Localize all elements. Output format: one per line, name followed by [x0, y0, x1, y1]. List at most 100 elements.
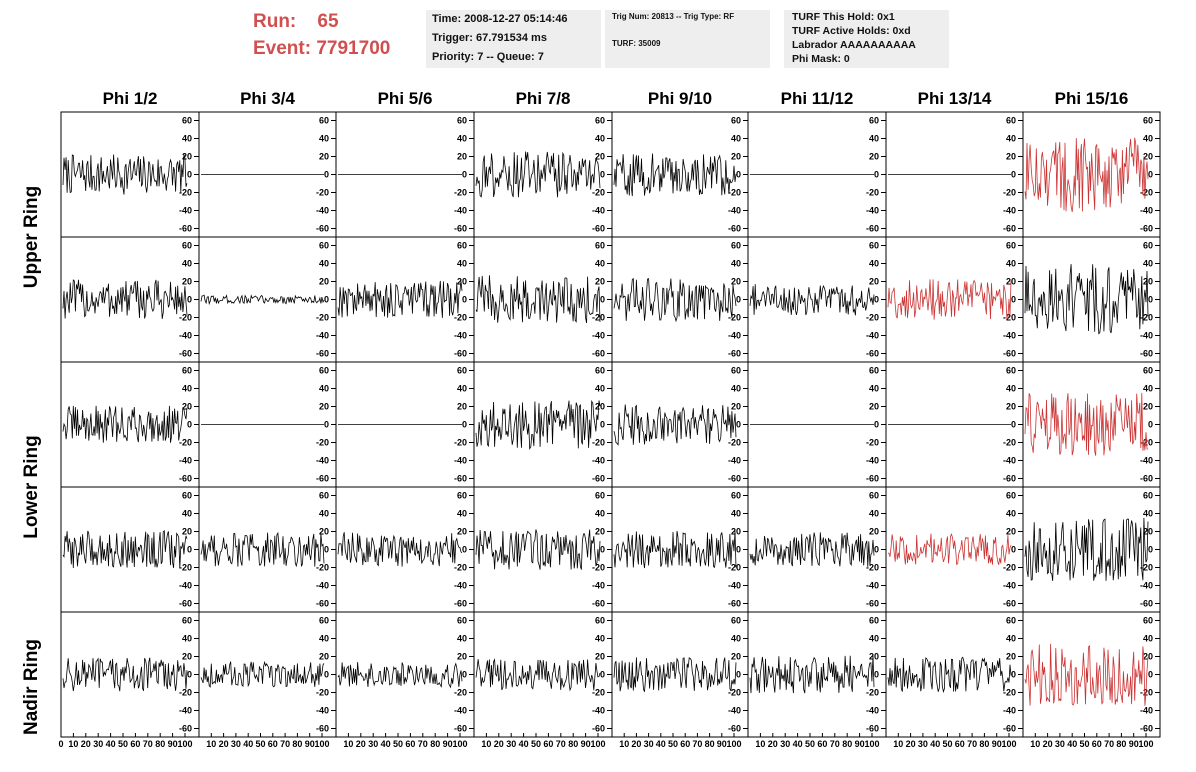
y-tick-label: 40	[1006, 384, 1016, 394]
y-tick-label: -40	[316, 706, 329, 716]
y-tick-label: -40	[179, 331, 192, 341]
y-tick-label: -40	[592, 581, 605, 591]
column-title: Phi 11/12	[781, 89, 854, 108]
y-tick-label: 20	[319, 152, 329, 162]
y-tick-label: -20	[592, 313, 605, 323]
y-tick-label: -40	[592, 331, 605, 341]
y-tick-label: 0	[600, 670, 605, 680]
y-tick-label: 0	[462, 295, 467, 305]
y-tick-label: -40	[1140, 706, 1153, 716]
y-tick-label: -60	[866, 224, 879, 234]
waveform-trace	[1024, 392, 1149, 456]
x-tick-label: 10	[206, 739, 216, 749]
x-tick-label: 90	[1129, 739, 1139, 749]
y-tick-label: 40	[1143, 384, 1153, 394]
waveform-trace	[62, 405, 188, 443]
y-tick-label: -20	[179, 563, 192, 573]
waveform-trace	[337, 280, 463, 318]
waveform-trace	[62, 657, 188, 692]
y-tick-label: 60	[595, 616, 605, 626]
y-tick-label: -20	[728, 563, 741, 573]
y-tick-label: -60	[728, 349, 741, 359]
y-tick-label: 0	[1148, 670, 1153, 680]
x-tick-label: 70	[280, 739, 290, 749]
x-tick-label: 0	[58, 739, 63, 749]
waveform-trace	[475, 399, 601, 451]
y-tick-label: -40	[316, 331, 329, 341]
y-tick-label: 60	[1006, 491, 1016, 501]
x-tick-label: 40	[243, 739, 253, 749]
x-tick-label: 100	[1138, 739, 1153, 749]
ring-label: Upper Ring	[21, 186, 42, 288]
y-tick-label: 40	[319, 134, 329, 144]
y-tick-label: 20	[731, 277, 741, 287]
y-tick-label: -20	[1140, 313, 1153, 323]
y-tick-label: 0	[462, 170, 467, 180]
y-tick-label: 20	[731, 152, 741, 162]
trigger-text: Trigger: 67.791534 ms	[432, 32, 547, 44]
x-tick-label: 10	[893, 739, 903, 749]
y-tick-label: -40	[316, 456, 329, 466]
panel-frame	[747, 486, 887, 613]
waveform-trace	[613, 153, 737, 197]
turf-info-box: TURF This Hold: 0x1 TURF Active Holds: 0…	[784, 10, 949, 68]
y-tick-label: -60	[592, 349, 605, 359]
y-tick-label: -60	[592, 224, 605, 234]
y-tick-label: -40	[728, 206, 741, 216]
x-tick-label: 80	[1116, 739, 1126, 749]
y-tick-label: 40	[457, 259, 467, 269]
x-tick-label: 60	[543, 739, 553, 749]
x-tick-label: 30	[780, 739, 790, 749]
x-tick-label: 70	[1104, 739, 1114, 749]
y-tick-label: 20	[1143, 402, 1153, 412]
y-tick-label: -40	[1003, 331, 1016, 341]
y-tick-label: 40	[1143, 634, 1153, 644]
y-tick-label: 40	[182, 634, 192, 644]
x-tick-label: 100	[864, 739, 879, 749]
waveform-trace	[1024, 137, 1149, 212]
y-tick-label: -40	[179, 456, 192, 466]
x-tick-label: 80	[842, 739, 852, 749]
x-tick-label: 30	[368, 739, 378, 749]
y-tick-label: 60	[182, 366, 192, 376]
y-tick-label: 40	[182, 134, 192, 144]
y-tick-label: 60	[869, 366, 879, 376]
y-tick-label: -20	[866, 188, 879, 198]
y-tick-label: -20	[866, 688, 879, 698]
x-tick-label: 20	[1043, 739, 1053, 749]
y-tick-label: 20	[457, 652, 467, 662]
y-tick-label: 20	[457, 152, 467, 162]
y-tick-label: 40	[869, 259, 879, 269]
y-tick-label: 20	[457, 277, 467, 287]
x-tick-label: 30	[918, 739, 928, 749]
y-tick-label: 0	[187, 670, 192, 680]
y-tick-label: -40	[1003, 581, 1016, 591]
y-tick-label: 20	[319, 527, 329, 537]
turf-active-holds: TURF Active Holds: 0xd	[792, 25, 911, 37]
y-tick-label: 40	[731, 509, 741, 519]
waveform-trace	[62, 154, 188, 195]
y-tick-label: 0	[600, 545, 605, 555]
y-tick-label: 0	[324, 545, 329, 555]
y-tick-label: -40	[1003, 456, 1016, 466]
y-tick-label: 20	[595, 652, 605, 662]
y-tick-label: 40	[595, 134, 605, 144]
waveform-trace	[62, 529, 188, 569]
x-tick-label: 50	[1079, 739, 1089, 749]
y-tick-label: -40	[454, 456, 467, 466]
y-tick-label: -40	[1140, 206, 1153, 216]
y-tick-label: 0	[324, 295, 329, 305]
y-tick-label: 0	[736, 670, 741, 680]
x-tick-label: 30	[93, 739, 103, 749]
x-tick-label: 90	[855, 739, 865, 749]
y-tick-label: 20	[731, 402, 741, 412]
x-tick-label: 50	[942, 739, 952, 749]
y-tick-label: 60	[457, 241, 467, 251]
y-tick-label: -60	[1003, 224, 1016, 234]
x-tick-label: 90	[443, 739, 453, 749]
y-tick-label: -60	[316, 474, 329, 484]
y-tick-label: 60	[731, 241, 741, 251]
y-tick-label: -20	[316, 563, 329, 573]
y-tick-label: 0	[600, 170, 605, 180]
y-tick-label: 0	[187, 545, 192, 555]
